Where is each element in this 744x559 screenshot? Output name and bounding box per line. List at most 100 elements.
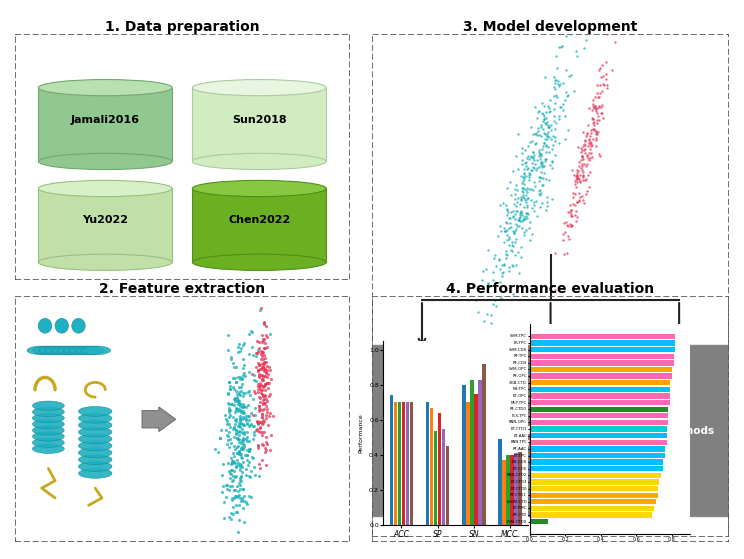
Point <box>253 338 265 347</box>
Point <box>237 440 249 449</box>
Point <box>583 104 595 113</box>
Point <box>223 513 235 522</box>
Point <box>243 415 254 424</box>
Point <box>542 120 554 129</box>
Point <box>533 148 545 157</box>
Point <box>593 103 605 112</box>
Point <box>232 492 244 501</box>
Ellipse shape <box>79 406 112 416</box>
Point <box>227 448 239 457</box>
Point <box>226 493 238 502</box>
Point <box>519 212 530 221</box>
Point <box>507 167 519 176</box>
Point <box>589 101 600 110</box>
Point <box>225 405 237 414</box>
Point <box>252 380 264 389</box>
Point <box>570 182 582 191</box>
Point <box>519 215 531 224</box>
Point <box>535 167 547 176</box>
Point <box>233 397 245 406</box>
Point <box>232 459 244 468</box>
Point <box>234 407 246 416</box>
Point <box>235 343 247 352</box>
Point <box>253 393 265 402</box>
Point <box>546 157 558 165</box>
Point <box>623 5 635 14</box>
Point <box>527 153 539 162</box>
Point <box>222 390 234 399</box>
Point <box>485 319 497 328</box>
Point <box>254 404 266 413</box>
Point <box>246 343 258 352</box>
Point <box>513 164 525 173</box>
Point <box>222 419 234 428</box>
Point <box>241 432 253 441</box>
Bar <box>530 347 676 352</box>
Point <box>238 401 250 410</box>
Point <box>586 105 598 114</box>
Point <box>256 370 268 379</box>
Point <box>516 217 527 226</box>
Point <box>522 164 533 173</box>
Point <box>232 421 244 430</box>
Point <box>597 114 609 123</box>
Point <box>234 475 246 484</box>
Point <box>243 386 255 395</box>
Point <box>533 177 545 186</box>
Bar <box>530 459 663 465</box>
Point <box>242 455 254 464</box>
Point <box>501 205 513 214</box>
Point <box>260 448 272 457</box>
Point <box>257 391 269 400</box>
Point <box>235 444 247 453</box>
Point <box>214 434 226 443</box>
Point <box>256 412 268 421</box>
Point <box>252 384 264 393</box>
Point <box>258 343 270 352</box>
Point <box>559 228 571 237</box>
Point <box>259 380 271 389</box>
Point <box>499 226 511 235</box>
Point <box>229 491 241 500</box>
Point <box>234 447 246 456</box>
Point <box>231 394 243 403</box>
Point <box>230 378 242 387</box>
Point <box>257 391 269 400</box>
Point <box>541 193 553 202</box>
Point <box>259 366 271 375</box>
Point <box>576 165 588 174</box>
Ellipse shape <box>79 441 112 451</box>
Point <box>506 238 518 247</box>
Point <box>583 134 595 143</box>
Point <box>507 241 519 250</box>
Point <box>228 441 240 450</box>
Bar <box>410 402 413 525</box>
Point <box>237 402 248 411</box>
Point <box>258 381 270 390</box>
Point <box>535 131 547 140</box>
Point <box>545 195 557 204</box>
Point <box>565 212 577 221</box>
Point <box>539 154 551 163</box>
Bar <box>434 430 437 525</box>
Point <box>263 378 275 387</box>
Point <box>571 178 583 187</box>
Point <box>222 399 234 408</box>
Text: Single ML
methods: Single ML methods <box>394 420 451 442</box>
Point <box>260 432 272 441</box>
Point <box>235 386 247 395</box>
Point <box>237 420 248 429</box>
Point <box>261 343 273 352</box>
Point <box>580 162 591 171</box>
Bar <box>530 473 661 478</box>
Point <box>516 208 527 217</box>
Point <box>533 185 545 194</box>
Point <box>225 509 237 518</box>
Point <box>555 43 567 52</box>
Point <box>592 92 604 101</box>
Bar <box>462 385 466 525</box>
Point <box>231 425 243 434</box>
Point <box>228 423 240 432</box>
Ellipse shape <box>75 346 104 355</box>
Point <box>521 194 533 203</box>
